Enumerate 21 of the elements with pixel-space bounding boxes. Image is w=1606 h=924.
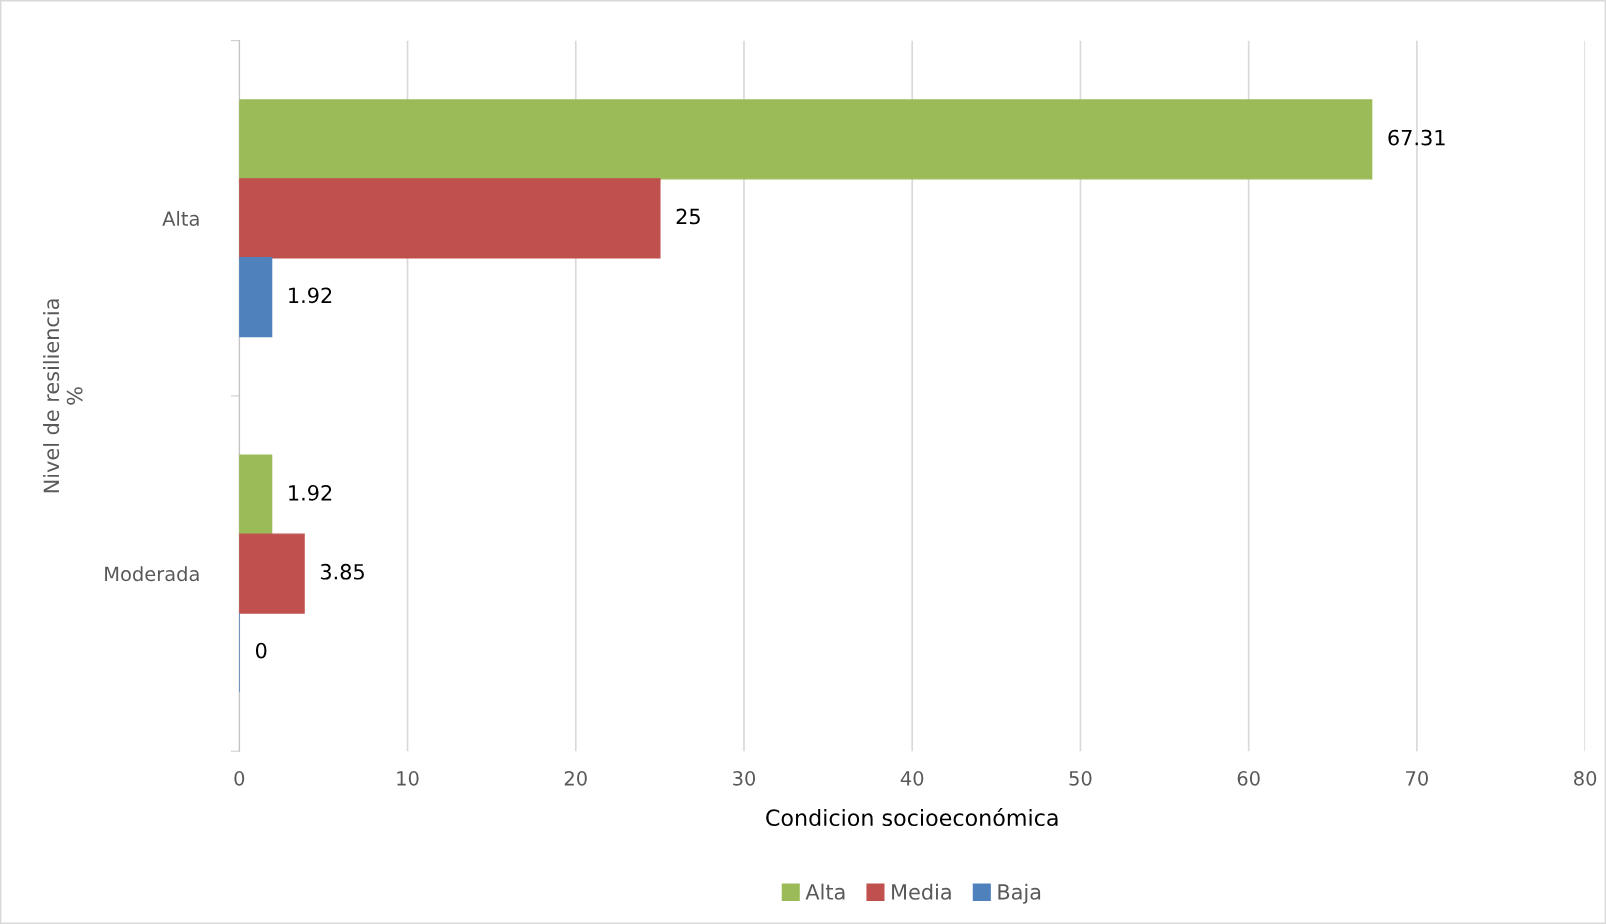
data-label: 25: [676, 208, 700, 225]
x-axis-title: Condicion socioeconómica: [766, 808, 1058, 827]
data-label: 67.31: [1388, 129, 1445, 146]
data-label: 3.85: [320, 563, 364, 580]
legend-label: Baja: [998, 883, 1041, 904]
x-tick-label: 20: [564, 771, 587, 786]
x-tick-label: 60: [1237, 771, 1260, 786]
legend-label: Media: [892, 883, 951, 900]
data-label: 0: [255, 642, 267, 659]
x-tick-label: 0: [234, 771, 245, 786]
x-tick-label: 10: [397, 771, 419, 786]
data-label: 1.92: [289, 484, 332, 501]
data-label: 1.92: [289, 287, 332, 304]
x-tick-label: 30: [733, 771, 756, 786]
x-tick-label: 40: [900, 771, 924, 786]
y-axis-title: Nivel de resiliencia %: [43, 299, 83, 493]
x-tick-label: 70: [1406, 771, 1428, 786]
legend-label: Alta: [805, 883, 845, 900]
y-tick-label: Moderada: [105, 566, 199, 582]
x-tick-label: 80: [1574, 771, 1597, 786]
x-tick-label: 50: [1069, 771, 1092, 786]
